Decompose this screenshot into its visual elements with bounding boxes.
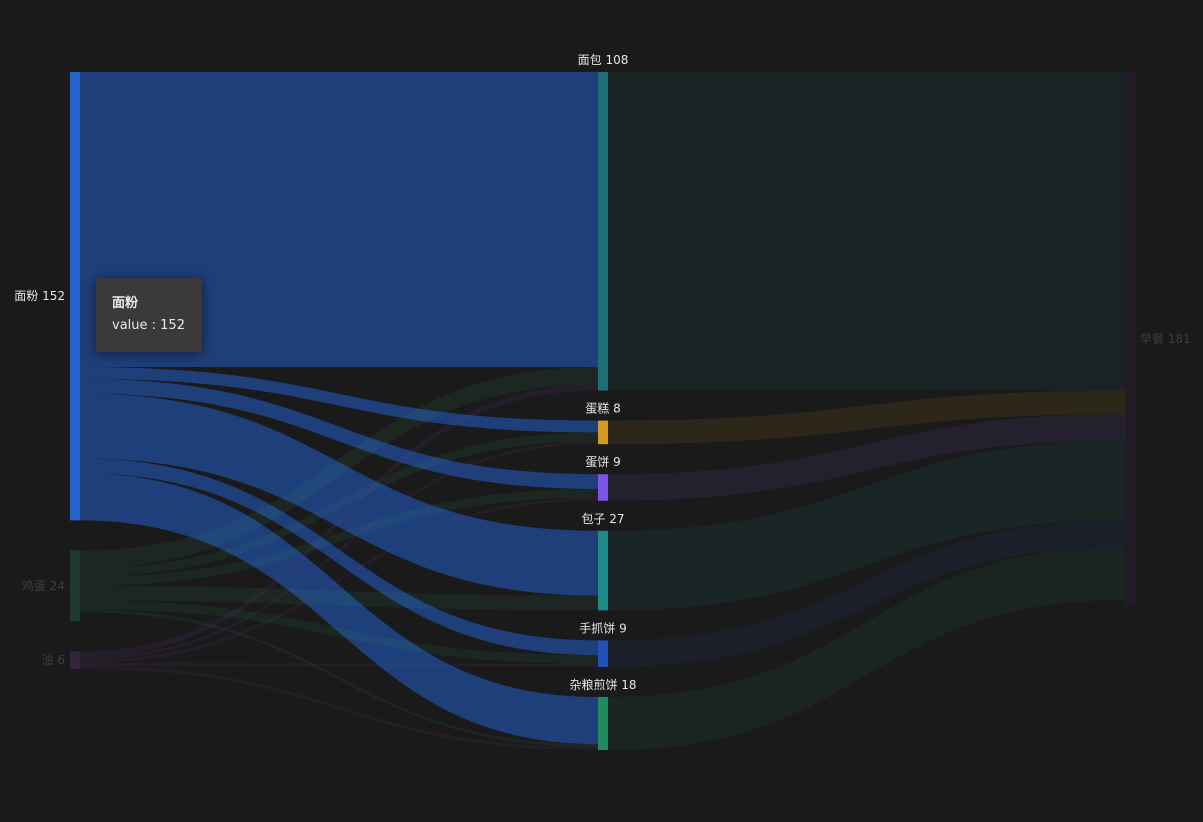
link-油-面包[interactable] (80, 384, 598, 658)
link-杂粮煎饼-早餐[interactable] (608, 546, 1125, 751)
nodes-layer (70, 72, 1135, 751)
link-蛋糕-早餐[interactable] (608, 390, 1125, 445)
link-面粉-包子[interactable] (80, 393, 598, 596)
node-label-油: 油 6 (42, 653, 65, 667)
node-包子[interactable] (598, 530, 608, 611)
node-杂粮煎饼[interactable] (598, 696, 608, 751)
node-label-手抓饼: 手抓饼 9 (579, 621, 626, 635)
node-label-鸡蛋: 鸡蛋 24 (22, 578, 65, 593)
tooltip-title: 面粉 (112, 296, 139, 311)
link-面粉-蛋糕[interactable] (80, 367, 598, 433)
node-label-蛋糕: 蛋糕 8 (585, 402, 620, 416)
link-鸡蛋-手抓饼[interactable] (80, 600, 598, 664)
link-面粉-杂粮煎饼[interactable] (80, 473, 598, 745)
tooltip: 面粉 value : 152 (96, 278, 202, 352)
link-鸡蛋-面包[interactable] (80, 367, 598, 569)
node-label-早餐: 早餐 181 (1140, 331, 1191, 346)
link-面粉-手抓饼[interactable] (80, 458, 598, 656)
tooltip-value: value : 152 (112, 318, 185, 333)
node-鸡蛋[interactable] (70, 550, 80, 622)
node-label-包子: 包子 27 (581, 512, 624, 526)
node-面粉[interactable] (70, 72, 80, 521)
node-早餐[interactable] (1125, 72, 1135, 606)
links-layer (80, 72, 1125, 751)
link-鸡蛋-包子[interactable] (80, 585, 598, 611)
node-label-面粉: 面粉 152 (14, 289, 65, 303)
node-label-蛋饼: 蛋饼 9 (585, 455, 620, 469)
node-手抓饼[interactable] (598, 640, 608, 667)
link-油-蛋糕[interactable] (80, 441, 598, 661)
link-油-手抓饼[interactable] (80, 663, 598, 667)
node-蛋糕[interactable] (598, 420, 608, 445)
link-油-杂粮煎饼[interactable] (80, 665, 598, 751)
labels-layer: 面粉 152 鸡蛋 24 油 6 面包 108 蛋糕 8 蛋饼 9 包子 27 手抓饼 9 杂粮… (14, 53, 1190, 692)
link-蛋饼-早餐[interactable] (608, 414, 1125, 501)
node-label-面包: 面包 108 (578, 53, 629, 67)
link-鸡蛋-蛋饼[interactable] (80, 488, 598, 586)
link-包子-早餐[interactable] (608, 440, 1125, 611)
link-鸡蛋-杂粮煎饼[interactable] (80, 609, 598, 748)
node-面包[interactable] (598, 72, 608, 391)
node-label-杂粮煎饼: 杂粮煎饼 18 (569, 677, 636, 692)
link-面包-早餐[interactable] (608, 72, 1125, 391)
node-蛋饼[interactable] (598, 474, 608, 501)
link-面粉-面包[interactable] (80, 72, 598, 367)
node-油[interactable] (70, 651, 80, 669)
link-油-蛋饼[interactable] (80, 497, 598, 663)
link-手抓饼-早餐[interactable] (608, 520, 1125, 667)
link-鸡蛋-蛋糕[interactable] (80, 432, 598, 577)
link-面粉-蛋饼[interactable] (80, 378, 598, 489)
